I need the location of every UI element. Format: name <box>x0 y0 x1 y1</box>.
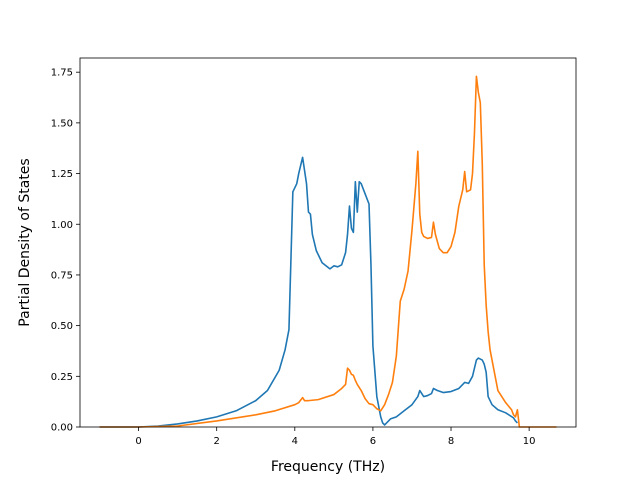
y-axis-label: Partial Density of States <box>17 158 33 326</box>
y-axis-ticks: 0.00 0.25 0.50 0.75 1.00 1.25 1.50 1.75 <box>51 68 80 434</box>
y-tick-label: 0.00 <box>51 423 73 434</box>
y-tick-label: 0.25 <box>51 372 73 383</box>
series-layer <box>99 75 557 428</box>
x-axis-label: Frequency (THz) <box>271 459 385 475</box>
y-tick-label: 0.50 <box>51 321 73 332</box>
x-tick-label: 2 <box>214 436 220 447</box>
series-line-1 <box>99 156 518 428</box>
y-tick-label: 1.75 <box>51 68 73 79</box>
x-axis-ticks: 0 2 4 6 8 10 <box>135 427 536 447</box>
series-line-2 <box>99 75 557 428</box>
y-tick-label: 1.00 <box>51 220 73 231</box>
x-tick-label: 4 <box>292 436 298 447</box>
axes-frame <box>79 57 577 428</box>
x-tick-label: 8 <box>448 436 454 447</box>
x-tick-label: 10 <box>523 436 536 447</box>
y-tick-label: 1.25 <box>51 169 73 180</box>
x-tick-label: 0 <box>135 436 141 447</box>
y-tick-label: 1.50 <box>51 118 73 129</box>
x-tick-label: 6 <box>370 436 376 447</box>
y-tick-label: 0.75 <box>51 270 73 281</box>
